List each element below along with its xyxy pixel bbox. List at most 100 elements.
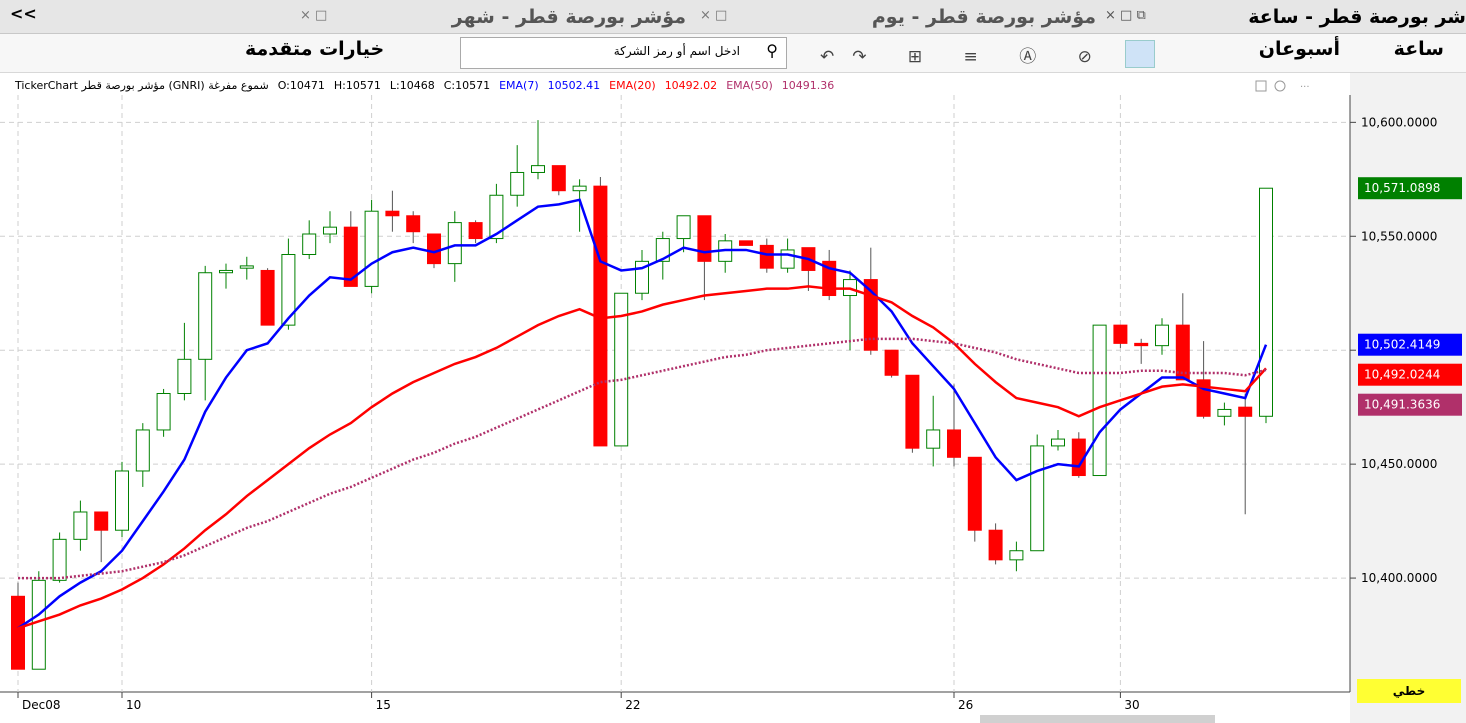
candle-body [135, 429, 150, 472]
tool-icons[interactable]: ↶↷ ⊞ ≡ Ⓐ ⊘ [820, 47, 1110, 67]
candle-body [468, 222, 483, 240]
legend-name: EMA(20) [609, 79, 656, 92]
scrollbar[interactable] [980, 715, 1215, 723]
candle-body [1175, 324, 1190, 381]
candle-body [489, 194, 504, 240]
period-twoweeks[interactable]: أسبوعان [1258, 38, 1340, 60]
candle-body [759, 244, 774, 269]
price-tag-label: 10,492.0244 [1364, 368, 1440, 382]
price-tag-label: 10,571.0898 [1364, 181, 1440, 195]
legend-name: EMA(50) [726, 79, 773, 92]
y-tick-label: 10,400.0000 [1361, 571, 1437, 585]
collapse-button[interactable]: << [10, 4, 37, 23]
candle-body [198, 272, 213, 360]
candle-body [11, 595, 25, 670]
candle-body [406, 215, 421, 233]
draw-tool[interactable] [1125, 40, 1155, 68]
candle-body [115, 470, 129, 531]
price-tag [1358, 363, 1462, 386]
candle-body [1092, 324, 1107, 477]
legend-value: 10492.02 [664, 79, 718, 92]
candle-body [739, 240, 753, 246]
candle-body [1134, 342, 1149, 347]
candle-body [364, 210, 379, 287]
ema-line [17, 198, 1268, 630]
legend-value: 10502.41 [547, 79, 601, 92]
tab-bar: << شر بورصة قطر - ساعة مؤشر بورصة قطر - … [0, 0, 1466, 34]
candle-body [1155, 324, 1169, 347]
candle-body [655, 238, 670, 262]
price-tag [1358, 177, 1462, 200]
price-tag-label: 10,491.3636 [1364, 398, 1440, 412]
advanced-options[interactable]: خيارات متقدمة [245, 38, 385, 60]
candle-body [926, 429, 941, 449]
candle-body [780, 249, 795, 269]
candle-body [967, 456, 982, 531]
x-tick-label: 26 [958, 698, 973, 712]
candle-body [260, 269, 275, 326]
search-box[interactable]: ادخل اسم أو رمز الشركة ⚲ [460, 37, 787, 69]
x-tick-label: 22 [625, 698, 640, 712]
chart-style-box[interactable] [1357, 679, 1461, 703]
x-tick-label: 30 [1124, 698, 1139, 712]
price-tag [1358, 333, 1462, 356]
candle-body [1238, 406, 1253, 417]
candle-body [323, 226, 337, 235]
candle-body [1217, 408, 1232, 417]
info-line: TickerChart مؤشر بورصة قطر (GNRI) شموع م… [15, 79, 834, 92]
chart-style-label[interactable]: خطي [1393, 684, 1425, 698]
candle-body [73, 511, 88, 540]
price-tag [1358, 393, 1462, 416]
period-hour[interactable]: ساعة [1393, 38, 1444, 60]
ohlc-label: H:10571 [333, 79, 381, 92]
tab-icons: × □ [300, 8, 328, 23]
candle-body [572, 185, 587, 192]
candle-body [31, 579, 46, 670]
candle-body [1051, 438, 1065, 447]
candle-body [1113, 324, 1128, 344]
y-tick-label: 10,600.0000 [1361, 115, 1437, 129]
candle-body [1259, 187, 1273, 417]
candle-body [988, 529, 1003, 561]
candle-body [239, 265, 254, 269]
ohlc-label: C:10571 [443, 79, 491, 92]
candle-body [177, 358, 192, 395]
candle-body [531, 165, 545, 173]
candle-body [447, 222, 462, 265]
x-tick-label: Dec08 [22, 698, 61, 712]
candle-body [1009, 550, 1024, 561]
candle-body [1030, 445, 1045, 552]
candle-body [281, 254, 296, 326]
y-tick-label: 10,550.0000 [1361, 229, 1437, 243]
ema-line [18, 337, 1267, 580]
tab[interactable]: مؤشر بورصة قطر - شهر [451, 6, 686, 28]
candle-body [551, 165, 566, 192]
tab[interactable]: شر بورصة قطر - ساعة [1248, 6, 1466, 28]
candle-body [884, 349, 899, 376]
svg-text:···: ··· [1300, 82, 1310, 93]
ohlc-label: O:10471 [277, 79, 325, 92]
candle-body [343, 226, 358, 287]
candle-body [614, 292, 629, 447]
x-tick-label: 10 [126, 698, 141, 712]
candle-body [302, 233, 317, 256]
tab-icons: × □ ⧉ [1105, 8, 1146, 23]
legend-name: EMA(7) [499, 79, 539, 92]
candle-body [947, 429, 961, 458]
candle-body [697, 215, 712, 262]
candle-body [510, 171, 525, 196]
candle-body [385, 210, 400, 217]
search-icon[interactable]: ⚲ [766, 41, 778, 60]
candle-body [219, 269, 233, 274]
candle-body [427, 233, 441, 265]
chart: ··· 10,400.000010,450.000010,500.000010,… [0, 73, 1466, 723]
candle-body [94, 511, 109, 531]
candle-body [905, 374, 920, 449]
legend-value: 10491.36 [781, 79, 835, 92]
tab[interactable]: مؤشر بورصة قطر - يوم [871, 6, 1096, 28]
search-placeholder: ادخل اسم أو رمز الشركة [613, 44, 740, 58]
panel-icons[interactable]: ··· [1255, 80, 1310, 93]
ohlc-label: L:10468 [389, 79, 435, 92]
toolbar: ساعة أسبوعان ↶↷ ⊞ ≡ Ⓐ ⊘ ادخل اسم أو رمز … [0, 34, 1466, 73]
